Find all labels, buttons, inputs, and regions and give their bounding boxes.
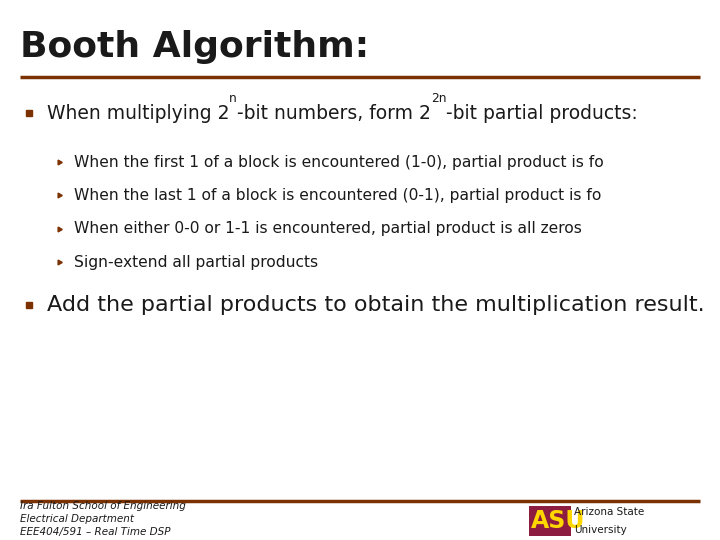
Text: n: n	[229, 91, 237, 105]
Text: When the first 1 of a block is encountered (1-0), partial product is fo: When the first 1 of a block is encounter…	[74, 154, 604, 170]
Text: When either 0-0 or 1-1 is encountered, partial product is all zeros: When either 0-0 or 1-1 is encountered, p…	[74, 221, 582, 237]
Text: When multiplying 2: When multiplying 2	[47, 104, 229, 123]
Bar	[529, 506, 571, 536]
Text: Add the partial products to obtain the multiplication result.: Add the partial products to obtain the m…	[47, 295, 704, 315]
Text: Booth Algorithm:: Booth Algorithm:	[20, 30, 369, 64]
Text: University: University	[574, 524, 626, 535]
Text: When the last 1 of a block is encountered (0-1), partial product is fo: When the last 1 of a block is encountere…	[74, 188, 601, 203]
Text: 2n: 2n	[431, 91, 446, 105]
Text: Sign-extend all partial products: Sign-extend all partial products	[74, 255, 318, 270]
Text: -bit partial products:: -bit partial products:	[446, 104, 638, 123]
Text: ASU: ASU	[531, 509, 585, 532]
Text: -bit numbers, form 2: -bit numbers, form 2	[237, 104, 431, 123]
Text: Arizona State: Arizona State	[574, 507, 644, 517]
Text: Ira Fulton School of Engineering
Electrical Department
EEE404/591 – Real Time DS: Ira Fulton School of Engineering Electri…	[20, 501, 186, 537]
